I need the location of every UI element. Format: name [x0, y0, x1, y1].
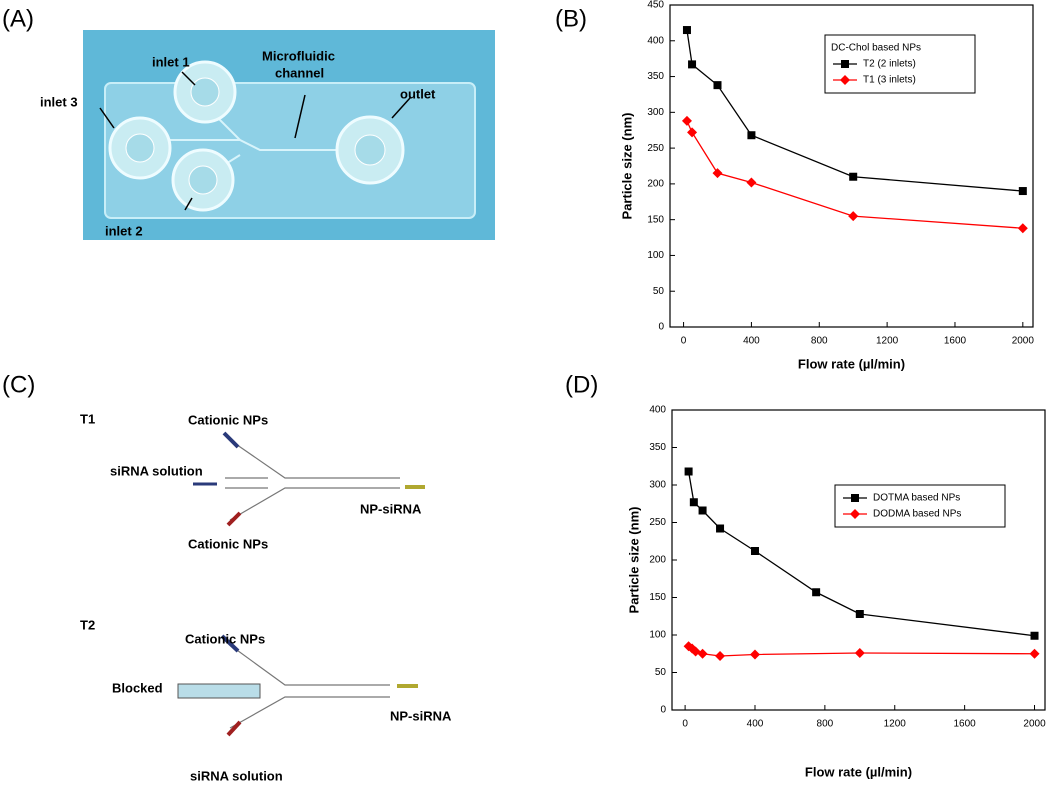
- plot-frame: [671, 409, 1046, 711]
- y-tick-label: 250: [647, 143, 664, 154]
- x-axis-label: Flow rate (µl/min): [805, 764, 912, 779]
- y-tick-label: 150: [649, 592, 666, 603]
- photo-label: inlet 1: [152, 54, 190, 69]
- photo: [83, 30, 495, 240]
- y-axis-label: Particle size (nm): [619, 113, 634, 220]
- photo-label: Microfluidic: [262, 48, 335, 63]
- marker: [716, 524, 725, 533]
- channel-diagram: [225, 439, 400, 729]
- diagram-label: NP-siRNA: [390, 708, 452, 723]
- y-tick-label: 100: [647, 250, 664, 261]
- marker: [713, 81, 722, 90]
- plot-frame: [669, 4, 1034, 328]
- y-tick-label: 200: [647, 179, 664, 190]
- marker: [712, 168, 723, 179]
- x-tick-label: 0: [682, 719, 688, 730]
- diagram-label: Cationic NPs: [185, 631, 265, 646]
- marker: [1018, 187, 1027, 196]
- y-tick-label: 400: [647, 35, 664, 46]
- diagram-title: T1: [80, 411, 95, 426]
- x-tick-label: 0: [681, 336, 687, 347]
- legend-title: DC-Chol based NPs: [831, 43, 921, 54]
- marker: [687, 127, 698, 138]
- marker: [750, 547, 759, 555]
- x-tick-label: 2000: [1012, 336, 1035, 347]
- x-tick-label: 1200: [884, 719, 907, 730]
- marker: [689, 498, 698, 507]
- y-tick-label: 350: [649, 442, 666, 453]
- panel-label: (C): [2, 371, 35, 398]
- marker: [688, 60, 697, 69]
- y-tick-label: 450: [647, 0, 664, 11]
- marker: [1017, 223, 1028, 234]
- panel-label: (D): [565, 371, 598, 398]
- diagram-label: siRNA solution: [110, 463, 203, 478]
- marker: [749, 649, 760, 660]
- marker: [684, 467, 693, 476]
- diagram-label: Cationic NPs: [188, 536, 268, 551]
- y-tick-label: 300: [649, 480, 666, 491]
- panel-label: (B): [555, 5, 587, 32]
- x-tick-label: 800: [811, 336, 828, 347]
- y-tick-label: 50: [655, 667, 667, 678]
- photo-label: inlet 2: [105, 223, 143, 238]
- diagram-label: Cationic NPs: [188, 412, 268, 427]
- marker: [697, 648, 708, 659]
- legend-label: T2 (2 inlets): [863, 59, 916, 70]
- marker: [715, 651, 726, 661]
- x-tick-label: 1600: [944, 336, 967, 347]
- y-tick-label: 50: [653, 286, 665, 297]
- legend-label: DODMA based NPs: [873, 509, 961, 520]
- x-tick-label: 400: [747, 719, 764, 730]
- marker: [812, 588, 821, 597]
- y-tick-label: 0: [660, 705, 666, 716]
- marker: [848, 211, 859, 222]
- photo-label: channel: [275, 65, 324, 80]
- x-tick-label: 400: [743, 336, 760, 347]
- marker: [1029, 648, 1040, 659]
- x-tick-label: 1200: [876, 336, 899, 347]
- y-tick-label: 200: [649, 555, 666, 566]
- diagram-label: siRNA solution: [190, 768, 283, 783]
- legend-label: DOTMA based NPs: [873, 493, 960, 504]
- x-axis-label: Flow rate (µl/min): [798, 356, 905, 371]
- y-tick-label: 350: [647, 71, 664, 82]
- marker: [681, 115, 692, 126]
- marker: [1030, 631, 1039, 640]
- y-tick-label: 100: [649, 630, 666, 641]
- marker: [747, 131, 756, 140]
- legend-marker: [841, 60, 849, 68]
- arrows: [177, 431, 425, 737]
- legend-marker: [851, 494, 859, 502]
- diagram-title: T2: [80, 617, 95, 632]
- diagram-label: Blocked: [112, 680, 163, 695]
- legend-box: [834, 484, 1006, 528]
- marker: [849, 172, 858, 181]
- marker: [746, 177, 757, 188]
- y-tick-label: 150: [647, 214, 664, 225]
- y-tick-label: 0: [658, 322, 664, 333]
- marker: [854, 648, 865, 658]
- diagram-label: NP-siRNA: [360, 501, 422, 516]
- y-tick-label: 300: [647, 107, 664, 118]
- x-tick-label: 2000: [1023, 719, 1046, 730]
- legend-marker: [850, 509, 860, 519]
- legend-label: T1 (3 inlets): [863, 75, 916, 86]
- x-tick-label: 800: [817, 719, 834, 730]
- x-tick-label: 1600: [954, 719, 977, 730]
- y-tick-label: 250: [649, 517, 666, 528]
- photo-label: outlet: [400, 86, 436, 101]
- series-line: [686, 29, 1023, 192]
- photo-label: inlet 3: [40, 94, 78, 109]
- y-axis-label: Particle size (nm): [626, 507, 641, 614]
- panel-label: (A): [2, 5, 34, 32]
- y-tick-label: 400: [649, 405, 666, 416]
- legend-marker: [840, 75, 850, 85]
- marker: [698, 506, 707, 515]
- marker: [855, 610, 864, 618]
- marker: [682, 26, 691, 35]
